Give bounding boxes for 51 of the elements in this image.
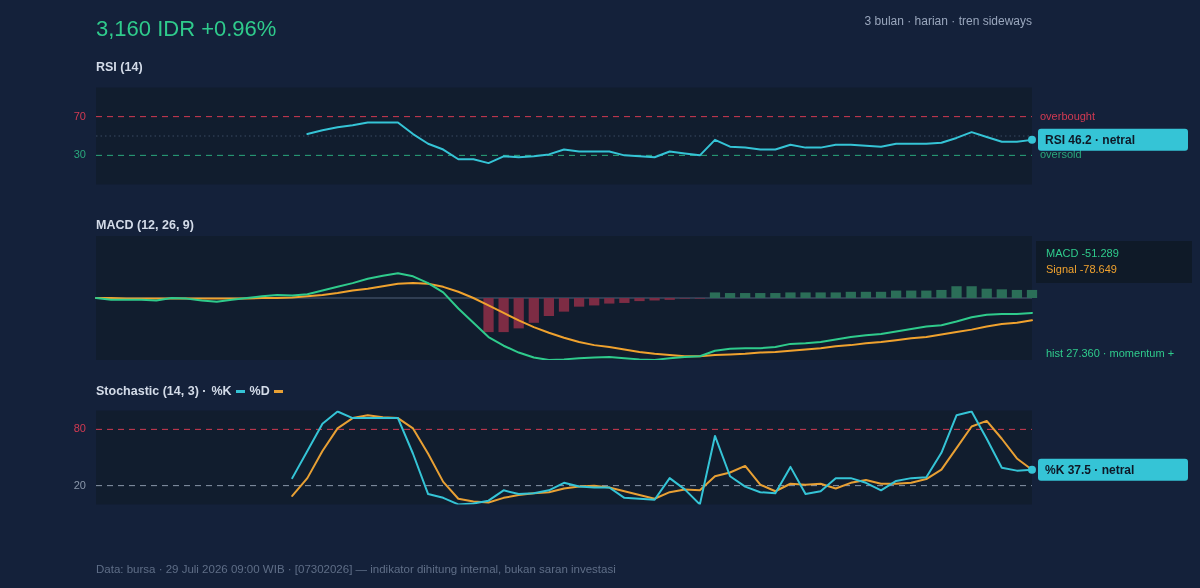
text: RSI 46.2 · netral xyxy=(1045,132,1136,147)
bar xyxy=(966,286,977,298)
text: Signal -78.649 xyxy=(1046,263,1117,276)
bar xyxy=(845,291,856,298)
bar xyxy=(875,291,887,298)
bar xyxy=(800,292,811,298)
bar xyxy=(634,298,645,302)
text: MACD -51.289 xyxy=(1046,247,1119,260)
bar xyxy=(996,289,1007,298)
bar xyxy=(770,293,781,298)
bar xyxy=(755,293,766,298)
bar xyxy=(1026,289,1038,298)
bar xyxy=(709,292,721,298)
bar xyxy=(891,290,902,298)
text: Data: bursa · 29 Juli 2026 09:00 WIB · [07302026] — indikator dihitung internal, bukan saran investasi xyxy=(96,563,616,575)
bar xyxy=(830,292,841,298)
bar xyxy=(1011,289,1023,298)
bar xyxy=(558,298,570,312)
bar xyxy=(981,288,992,298)
bar xyxy=(740,293,751,298)
bar xyxy=(483,298,494,333)
bar xyxy=(936,289,947,298)
bar xyxy=(906,290,917,298)
legend-label: %D xyxy=(249,384,271,398)
ref-line-label: overbought xyxy=(1040,109,1096,122)
text: 3 bulan · harian · tren sideways xyxy=(864,14,1032,28)
chart-title: MACD (12, 26, 9) xyxy=(96,218,194,232)
y-tick-label: 80 xyxy=(73,422,86,435)
bar xyxy=(951,286,962,298)
text: %K 37.5 · netral xyxy=(1045,462,1135,477)
bar xyxy=(619,298,630,303)
bar xyxy=(724,293,736,298)
bar xyxy=(860,291,872,298)
text: hist 27.360 · momentum + xyxy=(1046,347,1175,360)
bar xyxy=(785,292,796,298)
y-tick-label: 30 xyxy=(73,148,86,161)
y-tick-label: 20 xyxy=(73,478,86,491)
bar xyxy=(498,298,509,333)
bar xyxy=(921,290,932,298)
bar xyxy=(543,298,555,316)
text: 3,160 IDR +0.96% xyxy=(96,16,277,42)
y-tick-label: 70 xyxy=(73,109,86,122)
ref-line-label: oversold xyxy=(1040,148,1082,161)
bar xyxy=(604,298,615,304)
chart-title: Stochastic (14, 3) · xyxy=(96,384,207,398)
bar xyxy=(815,292,826,298)
legend-label: %K xyxy=(211,384,233,398)
chart-title: RSI (14) xyxy=(96,60,143,74)
bar xyxy=(528,298,539,323)
bar xyxy=(589,298,600,306)
bar xyxy=(573,298,585,307)
